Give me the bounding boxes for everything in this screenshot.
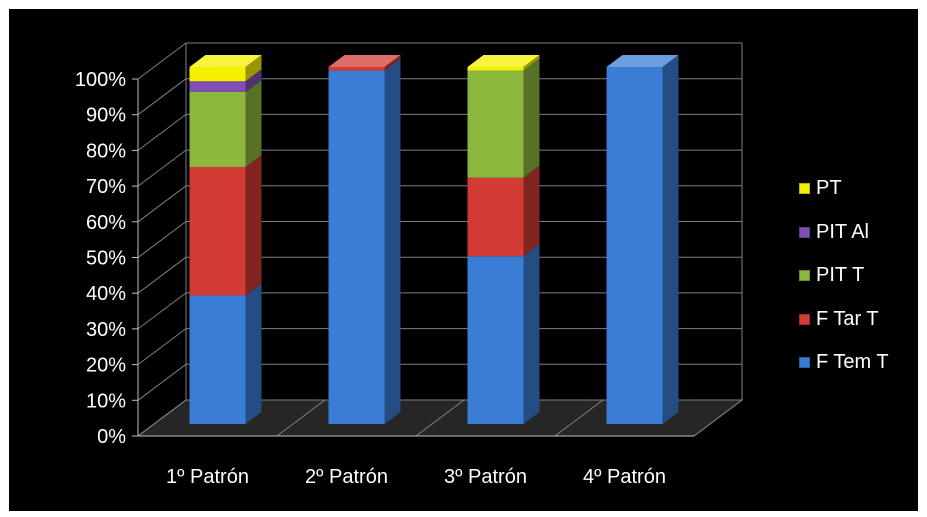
legend-swatch — [799, 357, 810, 369]
bar-segment — [467, 67, 524, 71]
legend-item: PT — [799, 167, 919, 211]
legend-label: PT — [816, 177, 842, 200]
y-tick-label: 50% — [86, 248, 126, 270]
legend-swatch — [799, 183, 810, 195]
bar-segment-side — [245, 154, 262, 296]
bar-segment-side — [523, 58, 540, 178]
gridline-side — [137, 221, 187, 258]
legend-item: PIT T — [799, 254, 919, 298]
legend-label: PIT Al — [816, 220, 869, 243]
gridline-side — [137, 114, 187, 151]
gridline-side — [137, 256, 187, 294]
gridline-side — [137, 149, 187, 187]
bar-segment-side — [523, 165, 540, 257]
stacked-bar-chart: 0% 10% 20% 30% 40% 50% 60% 70% 80% 90% 100% 1º Patr… — [75, 42, 744, 488]
floor-divider — [276, 399, 326, 437]
y-tick-label: 90% — [86, 105, 126, 127]
gridline-side — [137, 42, 187, 80]
legend-item: F Tem T — [799, 341, 919, 385]
bar-segment-side — [245, 55, 262, 82]
bar-segment — [467, 70, 524, 178]
y-tick-label: 20% — [86, 355, 126, 377]
bar-segment — [467, 256, 524, 424]
bar-segment-side — [523, 55, 540, 71]
legend-swatch — [799, 270, 810, 282]
bar-top-cap — [467, 55, 540, 67]
floor-divider — [554, 399, 604, 437]
legend-swatch — [799, 226, 810, 238]
bar-segment — [189, 67, 246, 82]
bar-segment — [606, 67, 663, 424]
x-tick-label: 4º Patrón — [583, 466, 666, 488]
legend-item: PIT Al — [799, 211, 919, 255]
bar-segment — [189, 166, 246, 296]
legend-label: PIT T — [816, 264, 865, 287]
gridline-side — [137, 328, 187, 366]
bar-top-cap — [328, 55, 401, 67]
bar-segment — [189, 81, 246, 92]
bar-segment-side — [245, 283, 262, 424]
bar-segment-side — [523, 244, 540, 424]
y-tick-label: 30% — [86, 319, 126, 341]
bar-segment-side — [245, 79, 262, 167]
floor-divider — [415, 399, 465, 437]
gridline-side — [137, 78, 187, 116]
bar-segment — [189, 91, 246, 167]
x-tick-label: 3º Patrón — [444, 466, 527, 488]
bar-segment — [189, 295, 246, 424]
bar-segment-side — [245, 69, 262, 92]
y-tick-label: 0% — [97, 426, 126, 448]
gridline-side — [137, 363, 187, 401]
gridline-side — [137, 185, 187, 223]
y-tick-label: 80% — [86, 140, 126, 162]
floor-divider — [693, 399, 743, 437]
bar-segment — [328, 67, 385, 71]
y-tick-label: 40% — [86, 283, 126, 305]
legend-item: F Tar T — [799, 298, 919, 342]
y-tick-label: 100% — [75, 69, 126, 91]
chart-legend: PT PIT Al PIT T F Tar T F Tem T — [799, 167, 919, 385]
y-tick-label: 70% — [86, 176, 126, 198]
legend-swatch — [799, 313, 810, 325]
floor-divider — [137, 399, 187, 437]
gridline-side — [137, 292, 187, 330]
bar-segment-side — [384, 58, 401, 424]
legend-label: F Tem T — [816, 351, 889, 374]
legend-label: F Tar T — [816, 307, 879, 330]
bar-top-cap — [189, 55, 262, 67]
x-tick-label: 1º Patrón — [166, 466, 249, 488]
chart-frame: 0% 10% 20% 30% 40% 50% 60% 70% 80% 90% 100% 1º Patr… — [9, 9, 918, 511]
bar-segment — [328, 70, 385, 424]
bar-segment — [467, 177, 524, 257]
bar-segment-side — [662, 55, 679, 424]
x-tick-label: 2º Patrón — [305, 466, 388, 488]
y-tick-label: 10% — [86, 390, 126, 412]
y-tick-label: 60% — [86, 212, 126, 234]
bar-segment-side — [384, 55, 401, 71]
bar-top-cap — [606, 55, 679, 67]
